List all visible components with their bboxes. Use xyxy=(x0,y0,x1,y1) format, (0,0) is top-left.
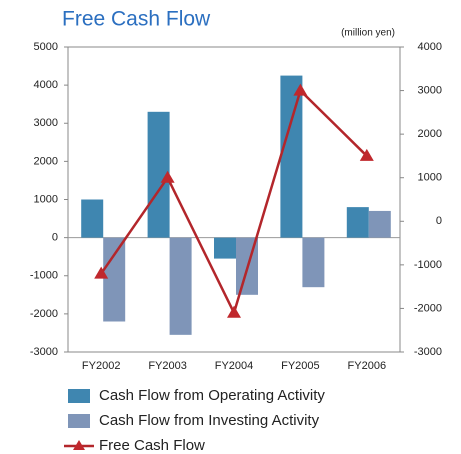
bar xyxy=(169,237,192,335)
y2-tick-label: -2000 xyxy=(414,302,442,314)
bar xyxy=(280,75,303,238)
marker xyxy=(160,170,175,183)
y2-tick-label: 2000 xyxy=(418,128,442,140)
y-tick-label: 5000 xyxy=(34,41,58,53)
y-tick-label: 2000 xyxy=(34,155,58,167)
marker xyxy=(293,83,308,96)
y-tick-label: 1000 xyxy=(34,193,58,205)
marker xyxy=(94,266,109,279)
legend-label: Cash Flow from Investing Activity xyxy=(99,412,320,429)
y2-tick-label: -1000 xyxy=(414,259,442,271)
chart-title: Free Cash Flow xyxy=(62,8,211,31)
y-tick-label: -3000 xyxy=(30,346,58,358)
bar xyxy=(302,237,325,288)
bar xyxy=(103,237,126,322)
legend-label: Cash Flow from Operating Activity xyxy=(99,387,325,404)
legend-swatch xyxy=(68,389,90,403)
unit-label: (million yen) xyxy=(341,28,395,39)
legend-swatch xyxy=(68,414,90,428)
bar xyxy=(147,111,170,238)
bar xyxy=(368,210,391,238)
x-tick-label: FY2006 xyxy=(348,360,387,372)
x-tick-label: FY2002 xyxy=(82,360,121,372)
line xyxy=(100,88,368,317)
marker xyxy=(359,148,374,161)
x-tick-label: FY2005 xyxy=(281,360,320,372)
marker xyxy=(227,305,241,318)
y2-tick-label: -3000 xyxy=(414,346,442,358)
x-tick-label: FY2003 xyxy=(148,360,187,372)
y2-tick-label: 3000 xyxy=(418,84,442,96)
y2-tick-label: 0 xyxy=(436,215,442,227)
y-tick-label: 0 xyxy=(52,232,58,244)
x-tick-label: FY2004 xyxy=(215,360,254,372)
bar xyxy=(214,237,236,259)
legend-marker xyxy=(73,440,85,450)
bar xyxy=(346,207,369,238)
y2-tick-label: 1000 xyxy=(418,172,442,184)
y-tick-label: -1000 xyxy=(30,270,58,282)
bar xyxy=(81,199,104,238)
y-tick-label: 3000 xyxy=(34,117,58,129)
y-tick-label: -2000 xyxy=(30,308,58,320)
legend-label: Free Cash Flow xyxy=(99,437,205,454)
y-tick-label: 4000 xyxy=(34,79,58,91)
y2-tick-label: 4000 xyxy=(418,41,442,53)
